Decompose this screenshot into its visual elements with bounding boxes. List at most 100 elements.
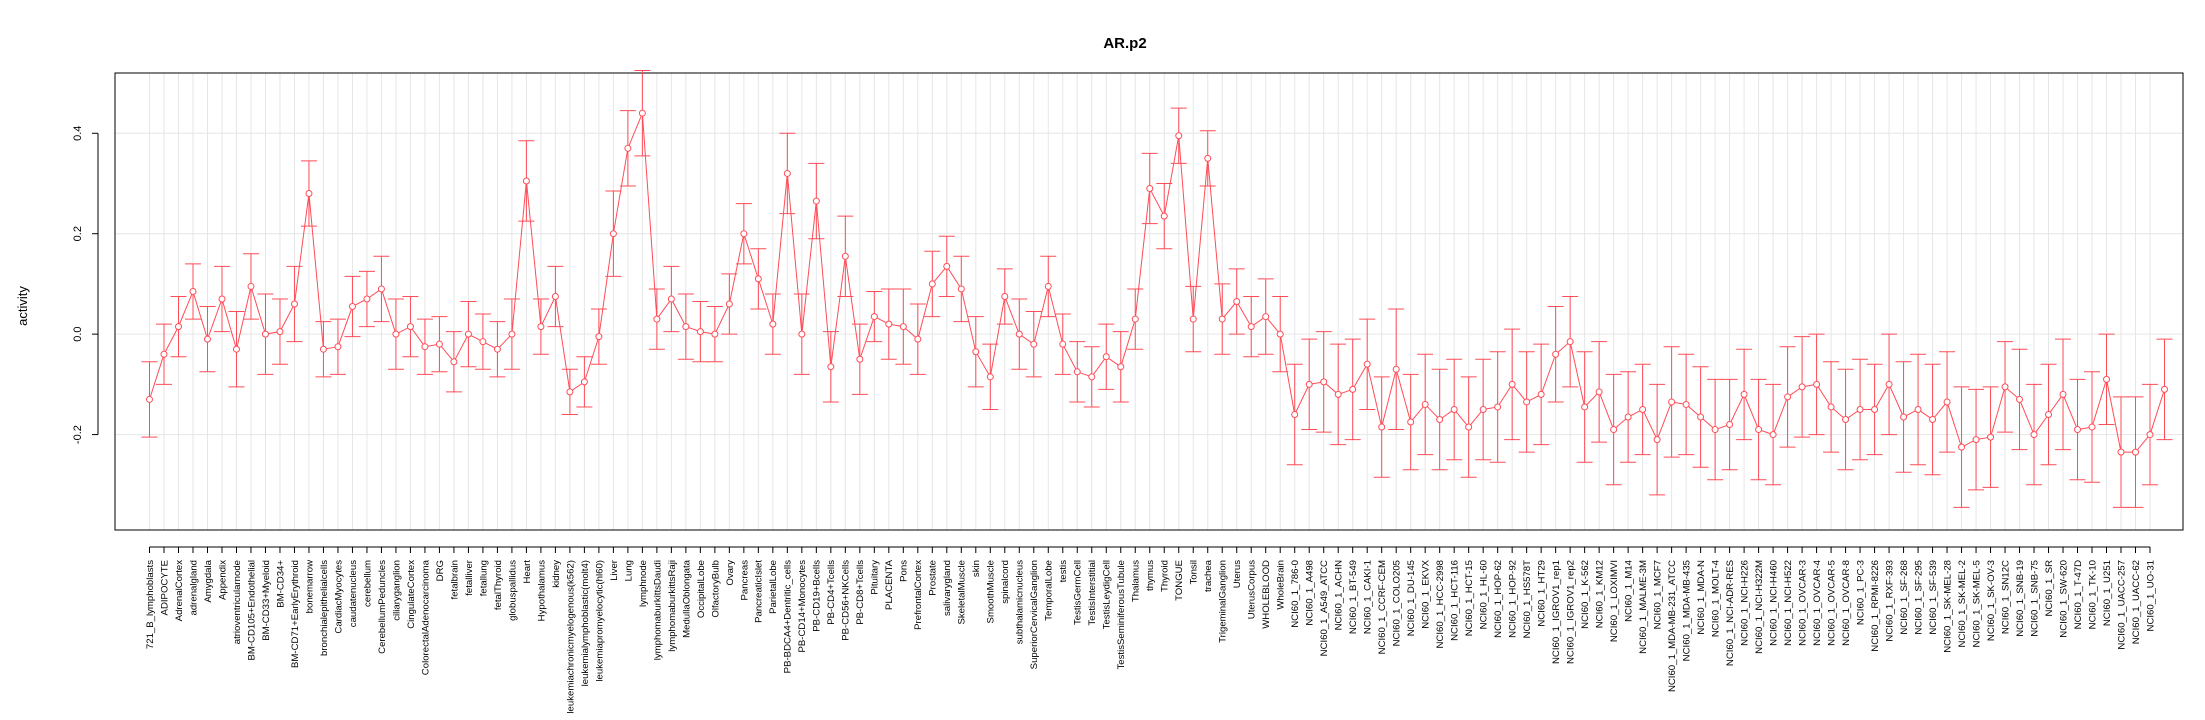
x-tick-label: NCI60_1_SK-OV-3 <box>1986 560 1997 641</box>
data-point <box>812 197 820 205</box>
data-point <box>1784 393 1792 401</box>
data-point <box>1871 405 1879 413</box>
data-point <box>1146 185 1154 193</box>
data-point <box>914 335 922 343</box>
x-tick-label: Heart <box>522 560 533 584</box>
x-tick-label: cerebellum <box>362 560 373 607</box>
y-tick-label: -0.2 <box>72 425 84 444</box>
x-tick-label: NCI60_1_OVCAR-3 <box>1797 560 1808 646</box>
x-tick-label: WHOLEBLOOD <box>1261 560 1272 629</box>
data-point <box>1813 380 1821 388</box>
data-point <box>885 320 893 328</box>
data-point <box>1610 426 1618 434</box>
data-point <box>160 350 168 358</box>
x-tick-label: fetallung <box>478 560 489 596</box>
data-point <box>1015 330 1023 338</box>
data-point <box>1552 350 1560 358</box>
x-tick-label: NCI60_1_PC-3 <box>1855 560 1866 625</box>
y-axis: -0.2 0.0 0.2 0.4 <box>72 126 99 444</box>
x-tick-label: AdrenalCortex <box>174 560 185 622</box>
data-point <box>1320 378 1328 386</box>
x-tick-label: SmoothMuscle <box>986 560 997 623</box>
x-axis: 721_B_lymphoblasts ADIPOCYTE AdrenalCortex… <box>145 546 2156 714</box>
data-point <box>754 275 762 283</box>
x-tick-label: NCI60_1_U251 <box>2102 560 2113 626</box>
data-point <box>247 282 255 290</box>
x-tick-label: NCI60_1_HCT-116 <box>1450 560 1461 641</box>
x-tick-label: TONGUE <box>1174 560 1185 601</box>
x-tick-label: testis <box>1058 560 1069 583</box>
data-point <box>348 303 356 311</box>
x-tick-label: NCI60_1_SN12C <box>2000 560 2011 634</box>
x-tick-label: PB-CD19+Bcells <box>812 560 823 632</box>
data-point <box>972 348 980 356</box>
data-point <box>203 335 211 343</box>
x-tick-label: Pons <box>899 560 910 582</box>
data-point <box>1595 388 1603 396</box>
x-tick-label: TemporalLobe <box>1044 560 1055 621</box>
data-point <box>1624 413 1632 421</box>
x-tick-label: NCI60_1_SW-620 <box>2058 560 2069 638</box>
data-point <box>522 177 530 185</box>
data-point <box>1581 403 1589 411</box>
x-tick-label: DRG <box>435 560 446 581</box>
data-point <box>725 300 733 308</box>
data-point <box>218 295 226 303</box>
data-point <box>624 144 632 152</box>
data-point <box>1523 398 1531 406</box>
data-point <box>1407 418 1415 426</box>
x-tick-label: NCI60_1_786-0 <box>1290 560 1301 628</box>
x-tick-label: WholeBrain <box>1276 560 1287 610</box>
data-point <box>1508 380 1516 388</box>
data-point <box>1987 433 1995 441</box>
error-bars <box>141 69 2173 508</box>
x-tick-label: TestisSeminiferousTubule <box>1116 560 1127 670</box>
data-point <box>2088 423 2096 431</box>
x-tick-label: NCI60_1_HS578T <box>1522 560 1533 639</box>
x-tick-label: CerebellumPeduncles <box>377 560 388 654</box>
y-tick-label: 0.2 <box>72 226 84 241</box>
data-point <box>2146 431 2154 439</box>
x-tick-label: NCI60_1_HL-60 <box>1479 560 1490 629</box>
x-tick-label: lymphomaburkittsDaudi <box>652 560 663 660</box>
data-point <box>551 292 559 300</box>
x-tick-label: Pituitary <box>870 560 881 595</box>
x-tick-label: TestisLeydigCell <box>1102 560 1113 629</box>
data-point <box>435 340 443 348</box>
x-tick-label: NCI60_1_DU-145 <box>1406 560 1417 636</box>
x-tick-label: 721_B_lymphoblasts <box>145 560 156 649</box>
data-point <box>1755 426 1763 434</box>
x-tick-label: NCI60_1_IGROV1_rep1 <box>1551 560 1562 664</box>
x-tick-label: TestisGermCell <box>1073 560 1084 625</box>
x-tick-label: Pancreas <box>739 560 750 601</box>
data-point <box>2074 426 2082 434</box>
data-point <box>174 323 182 331</box>
data-point <box>1726 421 1734 429</box>
data-point <box>2001 383 2009 391</box>
x-tick-label: NCI60_1_CAKI-1 <box>1363 560 1374 634</box>
x-tick-label: NCI60_1_TK-10 <box>2087 560 2098 629</box>
x-tick-label: thymus <box>1145 560 1156 591</box>
x-tick-label: NCI60_1_HCC-2998 <box>1435 560 1446 649</box>
data-point <box>1247 323 1255 331</box>
data-points <box>146 109 2168 456</box>
data-point <box>1943 398 1951 406</box>
chart-title: AR.p2 <box>1103 35 1146 52</box>
data-point <box>232 345 240 353</box>
data-point <box>1566 338 1574 346</box>
x-tick-label: fetalliver <box>464 559 475 596</box>
x-tick-label: SuperiorCervicalGanglion <box>1029 560 1040 669</box>
x-tick-label: NCI60_1_UACC-257 <box>2116 560 2127 650</box>
x-tick-label: Thalamus <box>1131 560 1142 602</box>
data-point <box>1842 416 1850 424</box>
data-point <box>856 355 864 363</box>
data-point <box>986 373 994 381</box>
x-tick-label: NCI60_1_EKVX <box>1421 559 1432 628</box>
x-tick-label: NCI60_1_IGROV1_rep2 <box>1566 560 1577 664</box>
x-tick-label: CingulateCortex <box>406 560 417 629</box>
data-point <box>276 328 284 336</box>
data-point <box>870 313 878 321</box>
plot-area-frame <box>114 72 2184 531</box>
data-point <box>1117 363 1125 371</box>
